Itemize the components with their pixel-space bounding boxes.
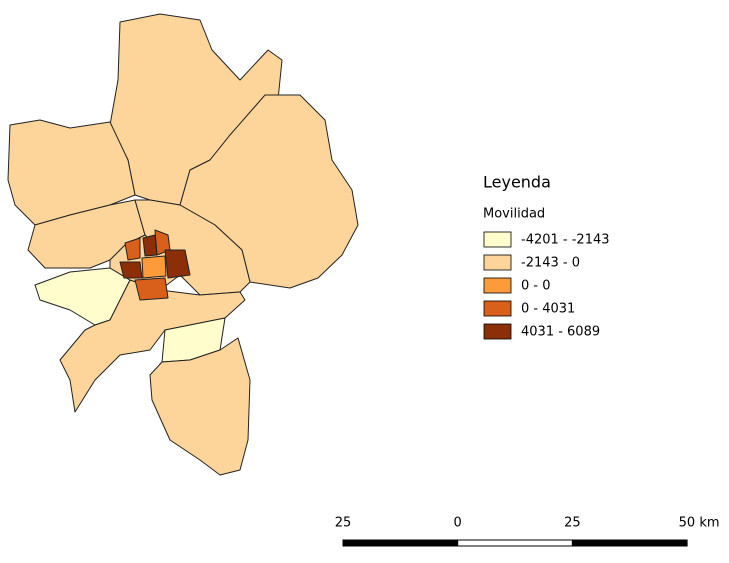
legend-title: Leyenda	[483, 173, 551, 192]
scale-segment	[457, 539, 573, 547]
legend-label: 0 - 4031	[521, 302, 575, 317]
scale-label: 25	[335, 516, 352, 531]
municipality	[164, 249, 191, 279]
municipality	[119, 261, 143, 279]
municipality	[141, 255, 167, 279]
legend: -4201 - -2143 -2143 - 0 0 - 0 0 - 4031 4031 …	[483, 231, 610, 340]
legend-swatch	[483, 254, 512, 271]
legend-swatch	[483, 231, 512, 248]
municipality	[134, 277, 169, 301]
legend-swatch	[483, 277, 512, 294]
legend-swatch	[483, 300, 512, 317]
scale-label: 50 km	[679, 516, 720, 531]
municipality	[149, 337, 251, 476]
scale-segment	[571, 539, 688, 547]
legend-subtitle: Movilidad	[483, 207, 545, 222]
municipality	[124, 237, 141, 261]
scale-bar: 25 0 25 50 km	[335, 516, 720, 547]
legend-label: -2143 - 0	[521, 256, 580, 271]
municipality	[179, 94, 359, 289]
legend-label: 0 - 0	[521, 279, 551, 294]
municipality	[142, 234, 158, 257]
legend-label: -4201 - -2143	[521, 233, 610, 248]
municipality	[7, 119, 136, 226]
legend-label: 4031 - 6089	[521, 325, 600, 340]
scale-label: 0	[454, 516, 462, 531]
map	[7, 13, 359, 476]
scale-segment	[342, 539, 459, 547]
legend-swatch	[483, 323, 512, 340]
scale-label: 25	[564, 516, 581, 531]
